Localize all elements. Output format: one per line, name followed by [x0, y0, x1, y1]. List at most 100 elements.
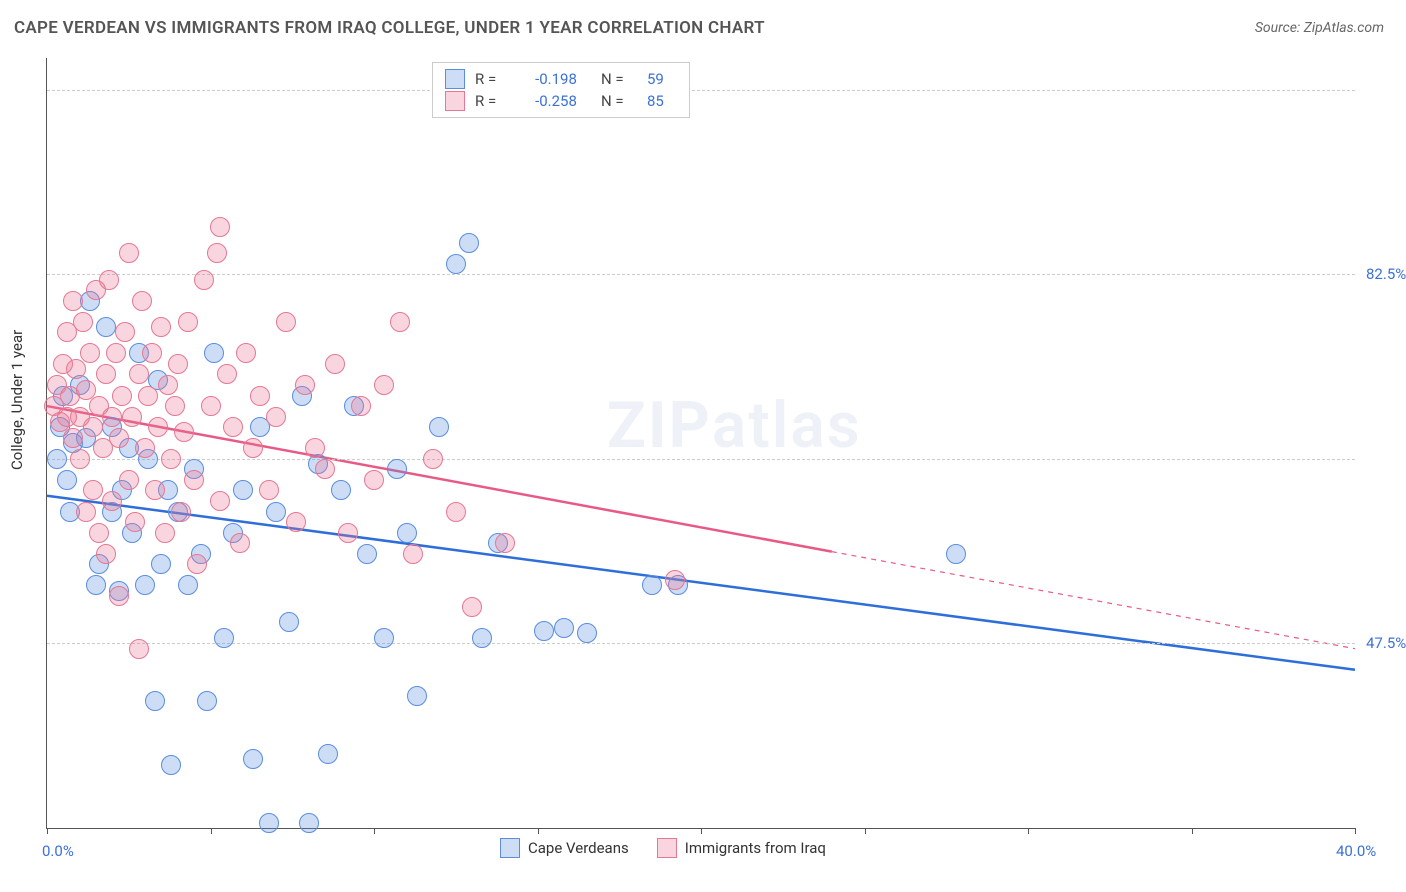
data-point-immigrants_iraq: [325, 354, 345, 374]
data-point-immigrants_iraq: [109, 428, 129, 448]
data-point-immigrants_iraq: [351, 396, 371, 416]
data-point-immigrants_iraq: [171, 502, 191, 522]
data-point-immigrants_iraq: [259, 480, 279, 500]
data-point-cape_verdeans: [429, 417, 449, 437]
x-tick-label-min: 0.0%: [42, 842, 74, 860]
correlation-legend: R =-0.198N =59R =-0.258N =85: [432, 62, 690, 118]
data-point-cape_verdeans: [204, 343, 224, 363]
x-tick: [1355, 828, 1356, 834]
data-point-immigrants_iraq: [217, 364, 237, 384]
data-point-cape_verdeans: [459, 233, 479, 253]
x-tick: [865, 828, 866, 834]
data-point-immigrants_iraq: [148, 417, 168, 437]
data-point-immigrants_iraq: [187, 554, 207, 574]
data-point-cape_verdeans: [86, 575, 106, 595]
data-point-immigrants_iraq: [364, 470, 384, 490]
x-tick: [374, 828, 375, 834]
correlation-row-cape_verdeans: R =-0.198N =59: [445, 68, 677, 90]
gridline-h: [47, 459, 1355, 460]
legend-item-immigrants_iraq: Immigrants from Iraq: [657, 838, 826, 858]
n-value-immigrants_iraq: 85: [647, 90, 677, 112]
data-point-cape_verdeans: [357, 544, 377, 564]
data-point-immigrants_iraq: [276, 312, 296, 332]
data-point-immigrants_iraq: [403, 544, 423, 564]
data-point-immigrants_iraq: [165, 396, 185, 416]
data-point-immigrants_iraq: [174, 422, 194, 442]
data-point-immigrants_iraq: [178, 312, 198, 332]
data-point-immigrants_iraq: [66, 359, 86, 379]
data-point-immigrants_iraq: [207, 243, 227, 263]
data-point-immigrants_iraq: [109, 586, 129, 606]
data-point-immigrants_iraq: [223, 417, 243, 437]
data-point-immigrants_iraq: [151, 317, 171, 337]
gridline-h: [47, 90, 1355, 91]
data-point-cape_verdeans: [135, 575, 155, 595]
watermark: ZIPatlas: [607, 388, 862, 463]
swatch-cape_verdeans: [445, 69, 465, 89]
data-point-cape_verdeans: [57, 470, 77, 490]
data-point-immigrants_iraq: [286, 512, 306, 532]
data-point-cape_verdeans: [397, 523, 417, 543]
data-point-cape_verdeans: [446, 254, 466, 274]
r-label: R =: [475, 68, 511, 90]
data-point-immigrants_iraq: [250, 386, 270, 406]
data-point-immigrants_iraq: [142, 343, 162, 363]
swatch-immigrants_iraq: [445, 91, 465, 111]
data-point-immigrants_iraq: [112, 386, 132, 406]
x-tick: [1192, 828, 1193, 834]
data-point-immigrants_iraq: [135, 438, 155, 458]
data-point-cape_verdeans: [151, 554, 171, 574]
data-point-immigrants_iraq: [194, 270, 214, 290]
data-point-cape_verdeans: [534, 621, 554, 641]
data-point-immigrants_iraq: [145, 480, 165, 500]
data-point-immigrants_iraq: [119, 243, 139, 263]
data-point-cape_verdeans: [577, 623, 597, 643]
chart-container: CAPE VERDEAN VS IMMIGRANTS FROM IRAQ COL…: [0, 0, 1406, 892]
data-point-immigrants_iraq: [266, 407, 286, 427]
x-tick-label-max: 40.0%: [1336, 842, 1376, 860]
data-point-cape_verdeans: [145, 691, 165, 711]
data-point-immigrants_iraq: [168, 354, 188, 374]
data-point-immigrants_iraq: [315, 459, 335, 479]
chart-title: CAPE VERDEAN VS IMMIGRANTS FROM IRAQ COL…: [14, 18, 765, 38]
data-point-immigrants_iraq: [73, 312, 93, 332]
n-value-cape_verdeans: 59: [647, 68, 677, 90]
r-label: R =: [475, 90, 511, 112]
legend-item-cape_verdeans: Cape Verdeans: [500, 838, 629, 858]
data-point-immigrants_iraq: [243, 438, 263, 458]
x-tick: [47, 828, 48, 834]
scatter-plot-area: ZIPatlas: [46, 58, 1355, 829]
y-axis-label: College, Under 1 year: [8, 330, 26, 470]
legend-label-immigrants_iraq: Immigrants from Iraq: [685, 839, 826, 857]
trendline-extrapolated-immigrants_iraq: [832, 552, 1355, 649]
data-point-immigrants_iraq: [129, 364, 149, 384]
data-point-immigrants_iraq: [158, 375, 178, 395]
data-point-cape_verdeans: [946, 544, 966, 564]
r-value-immigrants_iraq: -0.258: [521, 90, 591, 112]
data-point-immigrants_iraq: [161, 449, 181, 469]
data-point-cape_verdeans: [279, 612, 299, 632]
data-point-cape_verdeans: [331, 480, 351, 500]
data-point-immigrants_iraq: [80, 343, 100, 363]
data-point-immigrants_iraq: [305, 438, 325, 458]
data-point-immigrants_iraq: [462, 597, 482, 617]
watermark-zip: ZIP: [607, 388, 712, 463]
r-value-cape_verdeans: -0.198: [521, 68, 591, 90]
data-point-immigrants_iraq: [102, 407, 122, 427]
gridline-h: [47, 274, 1355, 275]
data-point-immigrants_iraq: [210, 491, 230, 511]
data-point-immigrants_iraq: [495, 533, 515, 553]
data-point-cape_verdeans: [161, 755, 181, 775]
data-point-immigrants_iraq: [210, 217, 230, 237]
data-point-immigrants_iraq: [83, 417, 103, 437]
data-point-immigrants_iraq: [119, 470, 139, 490]
source-name: ZipAtlas.com: [1304, 20, 1384, 36]
data-point-immigrants_iraq: [106, 343, 126, 363]
data-point-immigrants_iraq: [184, 470, 204, 490]
data-point-immigrants_iraq: [446, 502, 466, 522]
data-point-immigrants_iraq: [125, 512, 145, 532]
data-point-immigrants_iraq: [132, 291, 152, 311]
data-point-cape_verdeans: [299, 813, 319, 833]
watermark-atlas: atlas: [712, 388, 862, 463]
data-point-immigrants_iraq: [423, 449, 443, 469]
